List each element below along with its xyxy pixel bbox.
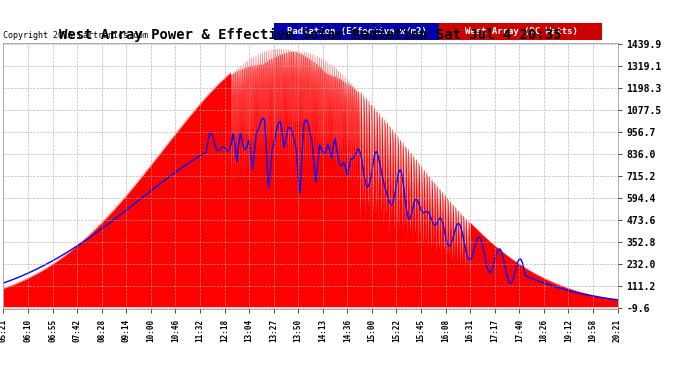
Title: West Array Power & Effective Solar Radiation Sat Jul 4 20:35: West Array Power & Effective Solar Radia… [59,28,562,42]
FancyBboxPatch shape [274,23,440,40]
Text: West Array (DC Watts): West Array (DC Watts) [464,27,578,36]
Text: Radiation (Effective w/m2): Radiation (Effective w/m2) [286,27,426,36]
Text: Copyright 2015 Cartronics.com: Copyright 2015 Cartronics.com [3,32,148,40]
FancyBboxPatch shape [440,23,602,40]
